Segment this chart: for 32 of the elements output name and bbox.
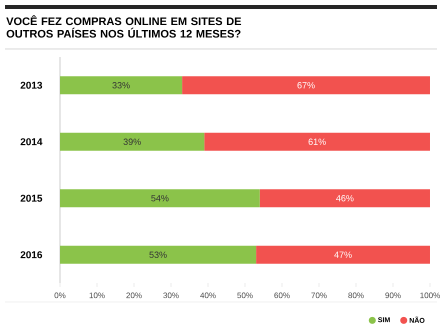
data-label: 39% <box>123 138 141 145</box>
bar <box>60 189 260 208</box>
bar <box>60 76 182 94</box>
x-tick-label: 0% <box>54 292 66 298</box>
x-tick-label: 100% <box>420 292 440 298</box>
data-label: 54% <box>151 195 169 202</box>
y-tick-label: 2015 <box>20 194 42 202</box>
chart-title: VOCÊ FEZ COMPRAS ONLINE EM SITES DE OUTROS PAÍSES NOS ÚLTIMOS 12 MESES? <box>6 15 242 38</box>
bar <box>256 246 430 264</box>
x-tick-label: 70% <box>311 292 327 298</box>
bar <box>60 246 256 264</box>
data-label: 47% <box>334 252 352 258</box>
y-tick-label: 2013 <box>20 82 42 89</box>
x-tick-label: 50% <box>237 292 253 298</box>
data-label: 61% <box>308 138 326 145</box>
data-label: 53% <box>149 252 167 258</box>
bar <box>260 189 430 208</box>
data-label: 46% <box>336 195 354 202</box>
y-tick-label: 2016 <box>20 251 42 258</box>
x-tick-label: 20% <box>126 292 142 298</box>
data-label: 33% <box>112 82 130 88</box>
x-tick-label: 30% <box>163 292 179 298</box>
x-tick-label: 90% <box>385 292 401 298</box>
data-label: 67% <box>297 82 315 88</box>
x-tick-label: 40% <box>200 292 216 298</box>
bar <box>182 76 430 94</box>
y-tick-label: 2014 <box>20 138 42 146</box>
x-tick-label: 60% <box>274 292 290 298</box>
bar <box>204 132 430 151</box>
bar <box>60 132 204 151</box>
x-tick-label: 80% <box>348 292 364 298</box>
x-tick-label: 10% <box>90 292 105 298</box>
